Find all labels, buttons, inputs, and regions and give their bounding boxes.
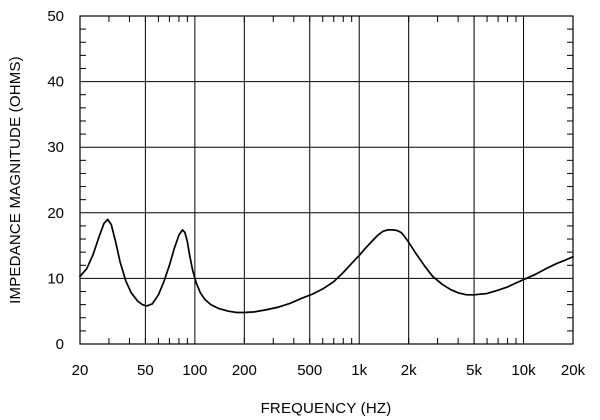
x-tick-label: 200 bbox=[232, 362, 257, 379]
y-tick-label: 40 bbox=[47, 74, 64, 91]
y-tick-label: 30 bbox=[47, 139, 64, 156]
x-tick-label: 500 bbox=[297, 362, 322, 379]
x-tick-label: 10k bbox=[511, 362, 536, 379]
x-tick-label: 20k bbox=[561, 362, 586, 379]
y-axis-title: IMPEDANCE MAGNITUDE (OHMS) bbox=[7, 56, 24, 304]
x-tick-label: 2k bbox=[401, 362, 417, 379]
y-tick-label: 50 bbox=[47, 8, 64, 25]
y-tick-labels: 0 10 20 30 40 50 bbox=[47, 8, 64, 353]
x-tick-label: 100 bbox=[182, 362, 207, 379]
x-tick-label: 20 bbox=[72, 362, 89, 379]
y-tick-label: 10 bbox=[47, 270, 64, 287]
x-tick-label: 1k bbox=[351, 362, 367, 379]
series-line-impedance bbox=[79, 218, 574, 314]
minor-tick-layer bbox=[80, 16, 573, 344]
y-tick-label: 0 bbox=[56, 336, 64, 353]
x-tick-labels: 20 50 100 200 500 1k 2k 5k 10k 20k bbox=[72, 362, 586, 379]
x-axis-title: FREQUENCY (HZ) bbox=[261, 400, 392, 417]
x-tick-label: 50 bbox=[137, 362, 154, 379]
plot-frame bbox=[79, 15, 574, 345]
y-tick-label: 20 bbox=[47, 205, 64, 222]
x-tick-label: 5k bbox=[466, 362, 482, 379]
grid-layer bbox=[79, 15, 574, 345]
